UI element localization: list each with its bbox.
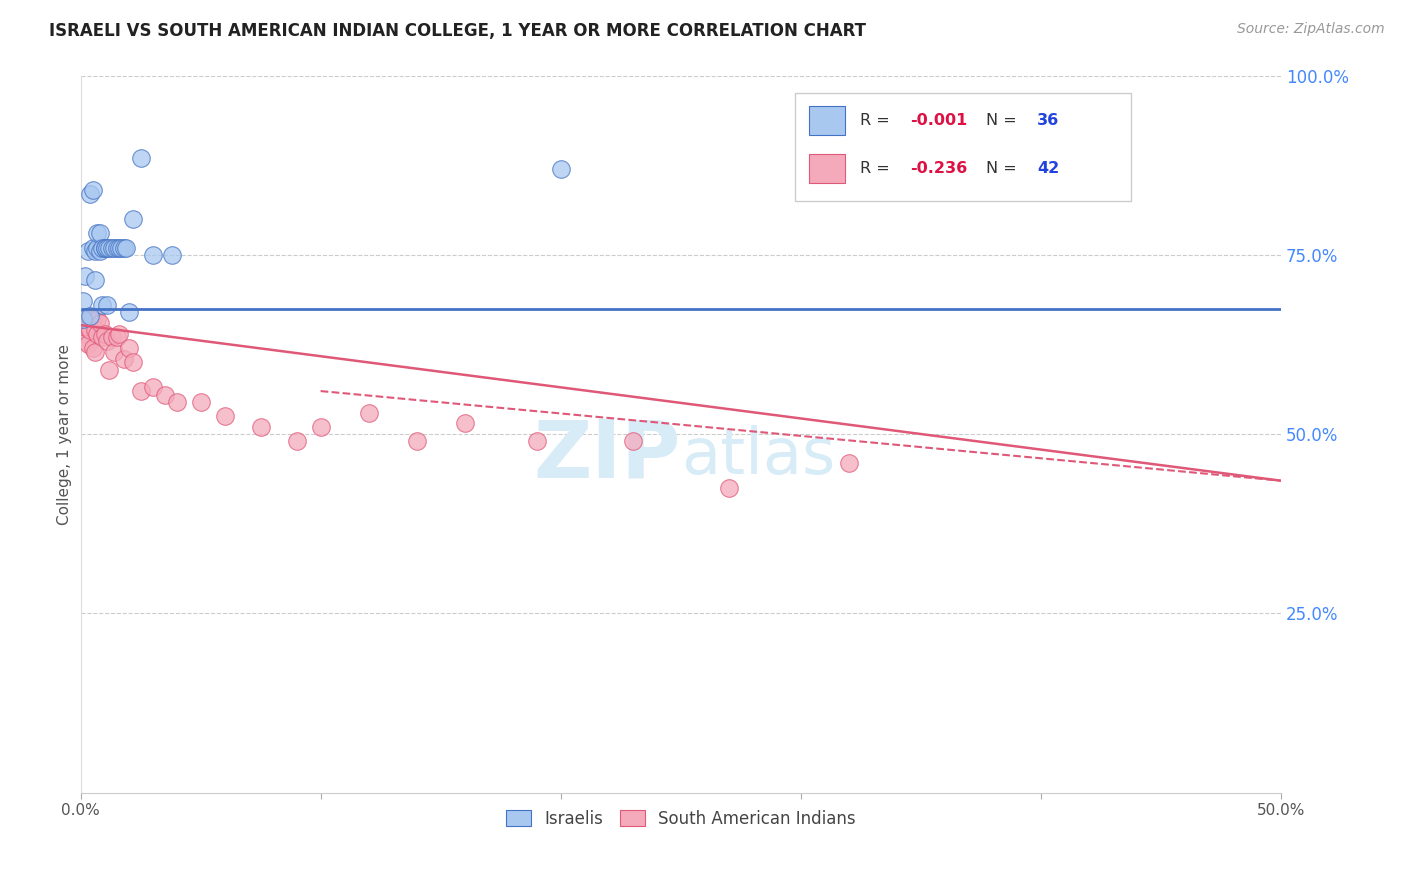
Point bbox=[309, 420, 332, 434]
Point bbox=[72, 294, 94, 309]
Text: R =: R = bbox=[859, 113, 894, 128]
Point bbox=[72, 326, 94, 341]
Point bbox=[82, 312, 104, 326]
Point bbox=[79, 309, 101, 323]
Text: -0.236: -0.236 bbox=[910, 161, 967, 177]
Point bbox=[75, 269, 97, 284]
Point bbox=[160, 248, 183, 262]
Point bbox=[214, 409, 236, 424]
Point bbox=[98, 362, 121, 376]
Point bbox=[82, 341, 104, 355]
Point bbox=[84, 273, 107, 287]
Text: 42: 42 bbox=[1038, 161, 1060, 177]
Point bbox=[717, 481, 740, 495]
Y-axis label: College, 1 year or more: College, 1 year or more bbox=[58, 343, 72, 524]
Point bbox=[1005, 161, 1028, 176]
FancyBboxPatch shape bbox=[794, 94, 1130, 201]
Point bbox=[112, 351, 135, 366]
Point bbox=[89, 244, 111, 259]
Text: 36: 36 bbox=[1038, 113, 1060, 128]
Point bbox=[75, 334, 97, 348]
Point bbox=[129, 151, 152, 165]
Point bbox=[86, 326, 108, 341]
Point bbox=[117, 305, 139, 319]
Point bbox=[79, 323, 101, 337]
Point bbox=[84, 244, 107, 259]
Point bbox=[96, 298, 118, 312]
Legend: Israelis, South American Indians: Israelis, South American Indians bbox=[499, 803, 862, 835]
Point bbox=[82, 241, 104, 255]
Point bbox=[86, 241, 108, 255]
Point bbox=[621, 434, 644, 449]
Point bbox=[108, 241, 131, 255]
Point bbox=[153, 387, 176, 401]
Point bbox=[166, 394, 188, 409]
Point bbox=[100, 330, 122, 344]
Point bbox=[110, 241, 132, 255]
Point bbox=[89, 227, 111, 241]
Point bbox=[122, 211, 145, 226]
Point bbox=[117, 341, 139, 355]
Point bbox=[249, 420, 271, 434]
Point bbox=[91, 241, 114, 255]
Point bbox=[91, 298, 114, 312]
Point bbox=[82, 183, 104, 197]
Point bbox=[91, 330, 114, 344]
Point bbox=[93, 241, 115, 255]
Point bbox=[526, 434, 548, 449]
Text: -0.001: -0.001 bbox=[910, 113, 967, 128]
Point bbox=[93, 326, 115, 341]
Point bbox=[122, 355, 145, 369]
FancyBboxPatch shape bbox=[810, 154, 845, 183]
Point bbox=[79, 312, 101, 326]
Point bbox=[141, 248, 163, 262]
Point bbox=[1102, 165, 1125, 179]
Text: ZIP: ZIP bbox=[533, 417, 681, 494]
Point bbox=[103, 241, 125, 255]
Point bbox=[103, 344, 125, 359]
Point bbox=[453, 417, 475, 431]
Point bbox=[112, 241, 135, 255]
Point bbox=[96, 334, 118, 348]
Point bbox=[285, 434, 308, 449]
Point bbox=[96, 241, 118, 255]
Point bbox=[84, 323, 107, 337]
Point bbox=[141, 380, 163, 394]
Point bbox=[86, 312, 108, 326]
Point bbox=[84, 344, 107, 359]
Point bbox=[89, 316, 111, 330]
Point bbox=[72, 312, 94, 326]
Text: N =: N = bbox=[986, 113, 1022, 128]
Point bbox=[357, 406, 380, 420]
Text: R =: R = bbox=[859, 161, 894, 177]
Point bbox=[76, 319, 98, 334]
Point bbox=[129, 384, 152, 398]
Point bbox=[108, 326, 131, 341]
Point bbox=[93, 241, 115, 255]
Point bbox=[98, 241, 121, 255]
Point bbox=[838, 456, 860, 470]
Point bbox=[190, 394, 212, 409]
Point bbox=[115, 241, 138, 255]
Point bbox=[79, 186, 101, 201]
Point bbox=[86, 227, 108, 241]
Point bbox=[550, 161, 572, 176]
FancyBboxPatch shape bbox=[810, 106, 845, 135]
Point bbox=[75, 319, 97, 334]
Text: Source: ZipAtlas.com: Source: ZipAtlas.com bbox=[1237, 22, 1385, 37]
Text: N =: N = bbox=[986, 161, 1022, 177]
Text: atlas: atlas bbox=[681, 425, 835, 487]
Point bbox=[76, 244, 98, 259]
Point bbox=[105, 330, 128, 344]
Text: ISRAELI VS SOUTH AMERICAN INDIAN COLLEGE, 1 YEAR OR MORE CORRELATION CHART: ISRAELI VS SOUTH AMERICAN INDIAN COLLEGE… bbox=[49, 22, 866, 40]
Point bbox=[105, 241, 128, 255]
Point bbox=[72, 312, 94, 326]
Point bbox=[405, 434, 427, 449]
Point bbox=[76, 337, 98, 351]
Point bbox=[100, 241, 122, 255]
